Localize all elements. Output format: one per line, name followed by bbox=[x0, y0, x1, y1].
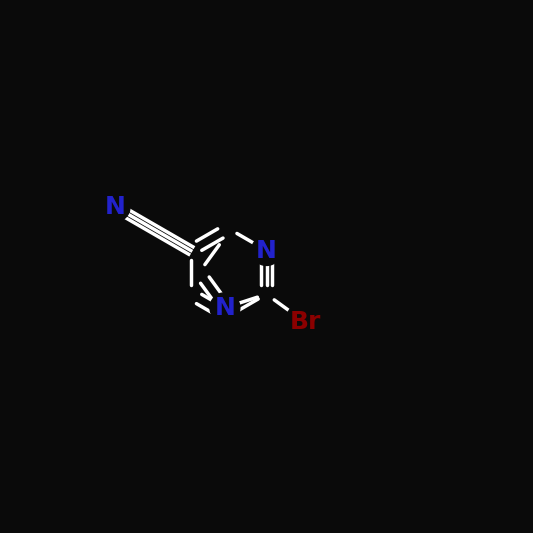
Circle shape bbox=[285, 302, 326, 343]
Text: N: N bbox=[104, 195, 126, 219]
Text: Br: Br bbox=[290, 311, 321, 335]
Circle shape bbox=[210, 293, 240, 322]
Circle shape bbox=[252, 236, 281, 265]
Circle shape bbox=[100, 192, 130, 222]
Text: N: N bbox=[214, 296, 236, 320]
Text: N: N bbox=[256, 238, 277, 263]
